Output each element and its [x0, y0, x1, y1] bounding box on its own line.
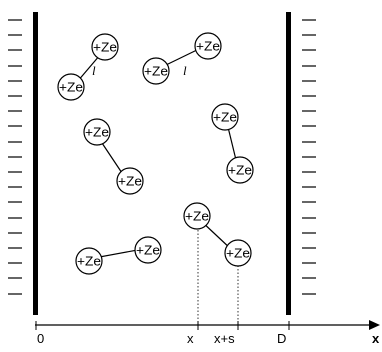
charge-circle — [57, 73, 85, 101]
right-plate-bar — [286, 12, 291, 315]
charge-label: +Ze — [59, 81, 83, 95]
charge-circle — [91, 33, 119, 61]
charge: +Ze — [194, 32, 222, 60]
bond-length-label: l — [183, 63, 187, 78]
charge-label: +Ze — [93, 41, 117, 55]
bond-length-label: l — [92, 63, 96, 78]
charge: +Ze — [75, 247, 103, 275]
charge: +Ze — [91, 33, 119, 61]
axis-label-x: x — [187, 331, 194, 346]
left-plate-bar — [33, 12, 38, 315]
charge: +Ze — [211, 103, 239, 131]
charge-circle — [116, 167, 144, 195]
charge: +Ze — [224, 239, 252, 267]
charges: +Ze +Ze +Ze +Ze +Ze +Ze +Ze +Ze +Ze +Ze +Ze +Ze — [57, 32, 254, 275]
charge-label: +Ze — [136, 244, 160, 258]
projection-lines — [197, 230, 239, 325]
charge-label: +Ze — [196, 40, 220, 54]
charge-circle — [183, 202, 211, 230]
charge: +Ze — [183, 202, 211, 230]
charge-label: +Ze — [185, 210, 209, 224]
charge-label: +Ze — [85, 126, 109, 140]
charge-circle — [134, 236, 162, 264]
axis-label-origin: 0 — [37, 331, 44, 346]
dipole-bond — [99, 139, 125, 177]
charge-circle — [224, 239, 252, 267]
charge-label: +Ze — [226, 247, 250, 261]
x-axis-arrowhead — [369, 320, 380, 330]
dipole-bond — [165, 47, 202, 66]
x-axis: 0 x x+s D x — [35, 320, 380, 346]
axis-label-plate-separation: D — [277, 331, 286, 346]
charge-circle — [142, 57, 170, 85]
right-plate — [286, 12, 316, 315]
charge-label: +Ze — [228, 164, 252, 178]
charge-label: +Ze — [213, 111, 237, 125]
right-plate-charge-marks — [302, 19, 316, 295]
left-plate-charge-marks — [8, 19, 22, 295]
charge: +Ze — [226, 156, 254, 184]
charge-circle — [83, 118, 111, 146]
axis-label-x-axis: x — [372, 331, 380, 346]
charge: +Ze — [116, 167, 144, 195]
charge: +Ze — [134, 236, 162, 264]
charge-circle — [211, 103, 239, 131]
axis-label-x-plus-s: x+s — [214, 331, 235, 346]
left-plate — [8, 12, 38, 315]
dipole-bond — [76, 54, 101, 83]
charge-circle — [226, 156, 254, 184]
charge-label: +Ze — [77, 255, 101, 269]
charge-label: +Ze — [144, 65, 168, 79]
charge-circle — [75, 247, 103, 275]
charge-label: +Ze — [118, 175, 142, 189]
charge: +Ze — [83, 118, 111, 146]
charge-circle — [194, 32, 222, 60]
charge: +Ze — [142, 57, 170, 85]
charge: +Ze — [57, 73, 85, 101]
